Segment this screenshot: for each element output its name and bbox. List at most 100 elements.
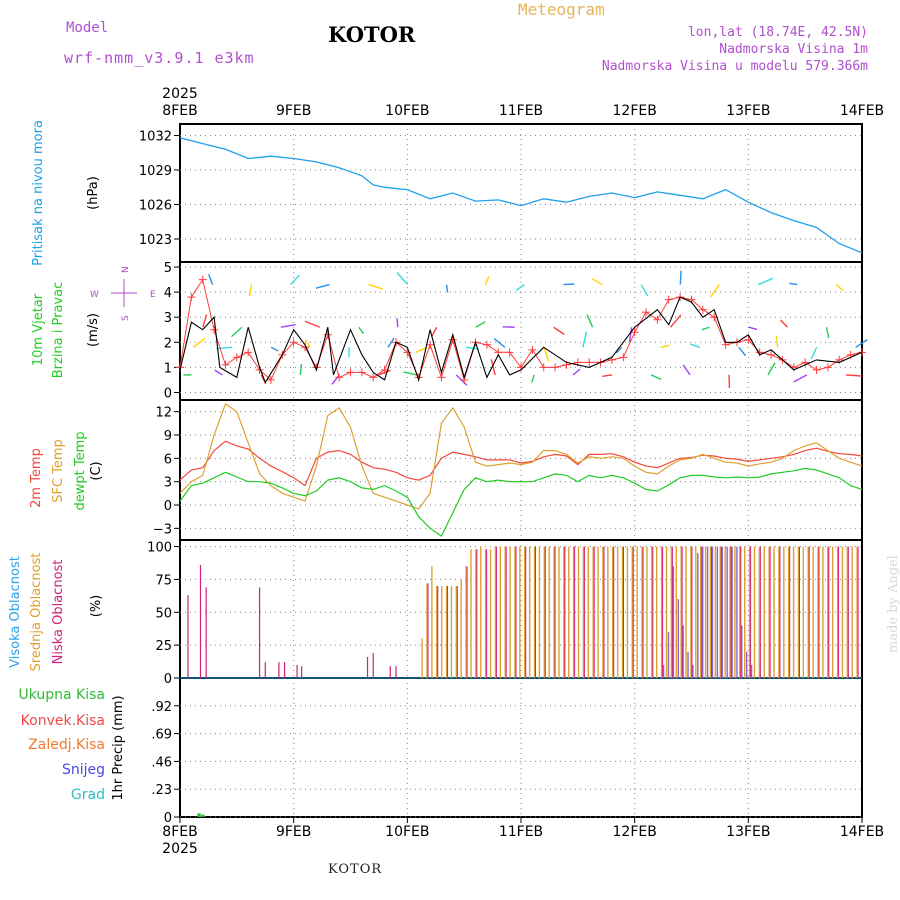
wind-arrow — [543, 347, 550, 362]
y-tick-label: 1023 — [139, 233, 172, 248]
wind-arrow — [304, 339, 311, 348]
wind-gust-mark — [266, 375, 275, 384]
wind-arrow — [586, 314, 594, 328]
wind-gust-mark — [698, 305, 707, 314]
precip-legend-item: Konvek.Kisa — [21, 713, 105, 729]
wind-arrow — [230, 326, 243, 338]
wind-gust-mark — [369, 373, 378, 382]
lonlat-label: lon,lat (18.74E, 42.5N) — [687, 25, 868, 40]
wind-arrow — [202, 314, 208, 328]
page-title: KOTOR — [328, 22, 416, 47]
wind-arrow — [331, 374, 340, 385]
wind-unit: (m/s) — [86, 313, 101, 347]
wind-arrow — [582, 331, 588, 348]
wind-arrow — [208, 274, 214, 285]
wind-gust-mark — [823, 363, 832, 372]
y-tick-label: 75 — [155, 573, 172, 588]
wind-arrow — [531, 374, 535, 383]
y-tick-label: 100 — [147, 541, 172, 556]
wind-arrow — [315, 283, 330, 289]
y-tick-label: 1 — [164, 361, 172, 376]
compass-label: S — [121, 315, 131, 321]
wind-arrow — [591, 278, 603, 286]
wind-arrow — [602, 374, 613, 377]
wind-gust-mark — [551, 363, 560, 372]
precip-unit: 1hr Precip (mm) — [111, 695, 126, 800]
wind-gust-mark — [289, 338, 298, 347]
y-tick-label: 1026 — [139, 199, 172, 214]
wind-gust-mark — [630, 328, 639, 337]
precip-legend-item: Grad — [71, 787, 105, 803]
wind-title-line2: Brzina i Pravac — [51, 282, 66, 379]
wind-arrow — [810, 347, 818, 360]
wind-arrow — [780, 319, 788, 328]
wind-arrow — [299, 363, 303, 375]
y-tick-label: 1032 — [139, 130, 172, 145]
y-tick-label: 0 — [164, 811, 172, 826]
x-tick-label-top: 14FEB — [840, 103, 884, 119]
year-label-top: 2025 — [162, 86, 198, 102]
wind-arrow — [572, 368, 581, 376]
wind-arrow — [415, 346, 428, 354]
wind-arrow — [270, 346, 279, 352]
wind-gust-mark — [176, 363, 184, 372]
wind-arrow — [563, 283, 575, 286]
y-tick-label: 0 — [164, 499, 172, 514]
wind-gust-mark — [323, 330, 332, 339]
wind-gust-mark — [232, 353, 241, 362]
precip-legend-item: Snijeg — [62, 762, 105, 778]
wind-gust-mark — [642, 308, 651, 317]
x-tick-label-top: 13FEB — [726, 103, 770, 119]
x-tick-label-bottom: 14FEB — [840, 824, 884, 840]
x-tick-label-bottom: 10FEB — [385, 824, 429, 840]
wind-gust-mark — [198, 275, 207, 284]
y-tick-label: .92 — [151, 700, 172, 715]
y-tick-label: 0 — [164, 672, 172, 687]
y-tick-label: 5 — [164, 261, 172, 276]
temp-label-sfc: SFC Temp — [51, 439, 66, 503]
wind-arrow — [640, 284, 649, 297]
wind-gust-mark — [505, 348, 514, 357]
wind-arrow — [368, 283, 384, 290]
x-tick-label-top: 8FEB — [162, 103, 197, 119]
cloud-label-mid: Srednja Oblacnost — [29, 553, 44, 672]
x-tick-label-bottom: 8FEB — [162, 824, 197, 840]
wind-gust-mark — [653, 315, 662, 324]
wind-gust-mark — [221, 360, 230, 369]
wind-arrow — [248, 284, 253, 297]
wind-arrow — [290, 274, 300, 286]
wind-arrow — [280, 323, 296, 328]
y-tick-label: −3 — [153, 522, 172, 537]
wind-gust-mark — [357, 368, 366, 377]
wind-gust-mark — [187, 293, 196, 302]
wind-arrow — [835, 284, 844, 292]
cloud-unit: (%) — [89, 595, 104, 618]
wind-arrow — [192, 337, 206, 348]
wind-arrow — [396, 272, 409, 286]
wind-arrow — [789, 282, 798, 286]
wind-gust-mark — [437, 373, 446, 382]
wind-arrow — [484, 276, 490, 285]
y-tick-label: 12 — [155, 406, 172, 421]
temp-label-dewpt: dewpt Temp — [73, 431, 88, 510]
y-tick-label: .46 — [151, 755, 172, 770]
precip-bar — [201, 814, 205, 817]
y-tick-label: 4 — [164, 286, 172, 301]
wind-arrow — [682, 364, 691, 376]
wind-arrow — [445, 284, 449, 293]
wind-gust-mark — [528, 345, 537, 354]
wind-arrow — [358, 326, 365, 335]
wind-arrow — [387, 337, 395, 348]
wind-gust-mark — [346, 368, 355, 377]
wind-gust-mark — [482, 340, 491, 349]
wind-arrow — [767, 362, 776, 376]
wind-arrow — [701, 326, 710, 331]
wind-arrow — [214, 369, 223, 376]
model-name: wrf-nmm_v3.9.1 e3km — [64, 49, 255, 67]
x-tick-label-bottom: 13FEB — [726, 824, 770, 840]
model-altitude-label: Nadmorska Visina u modelu 579.366m — [601, 59, 868, 74]
y-tick-label: .69 — [151, 728, 172, 743]
wind-arrow — [710, 284, 720, 298]
temp-2m-line — [179, 440, 863, 487]
